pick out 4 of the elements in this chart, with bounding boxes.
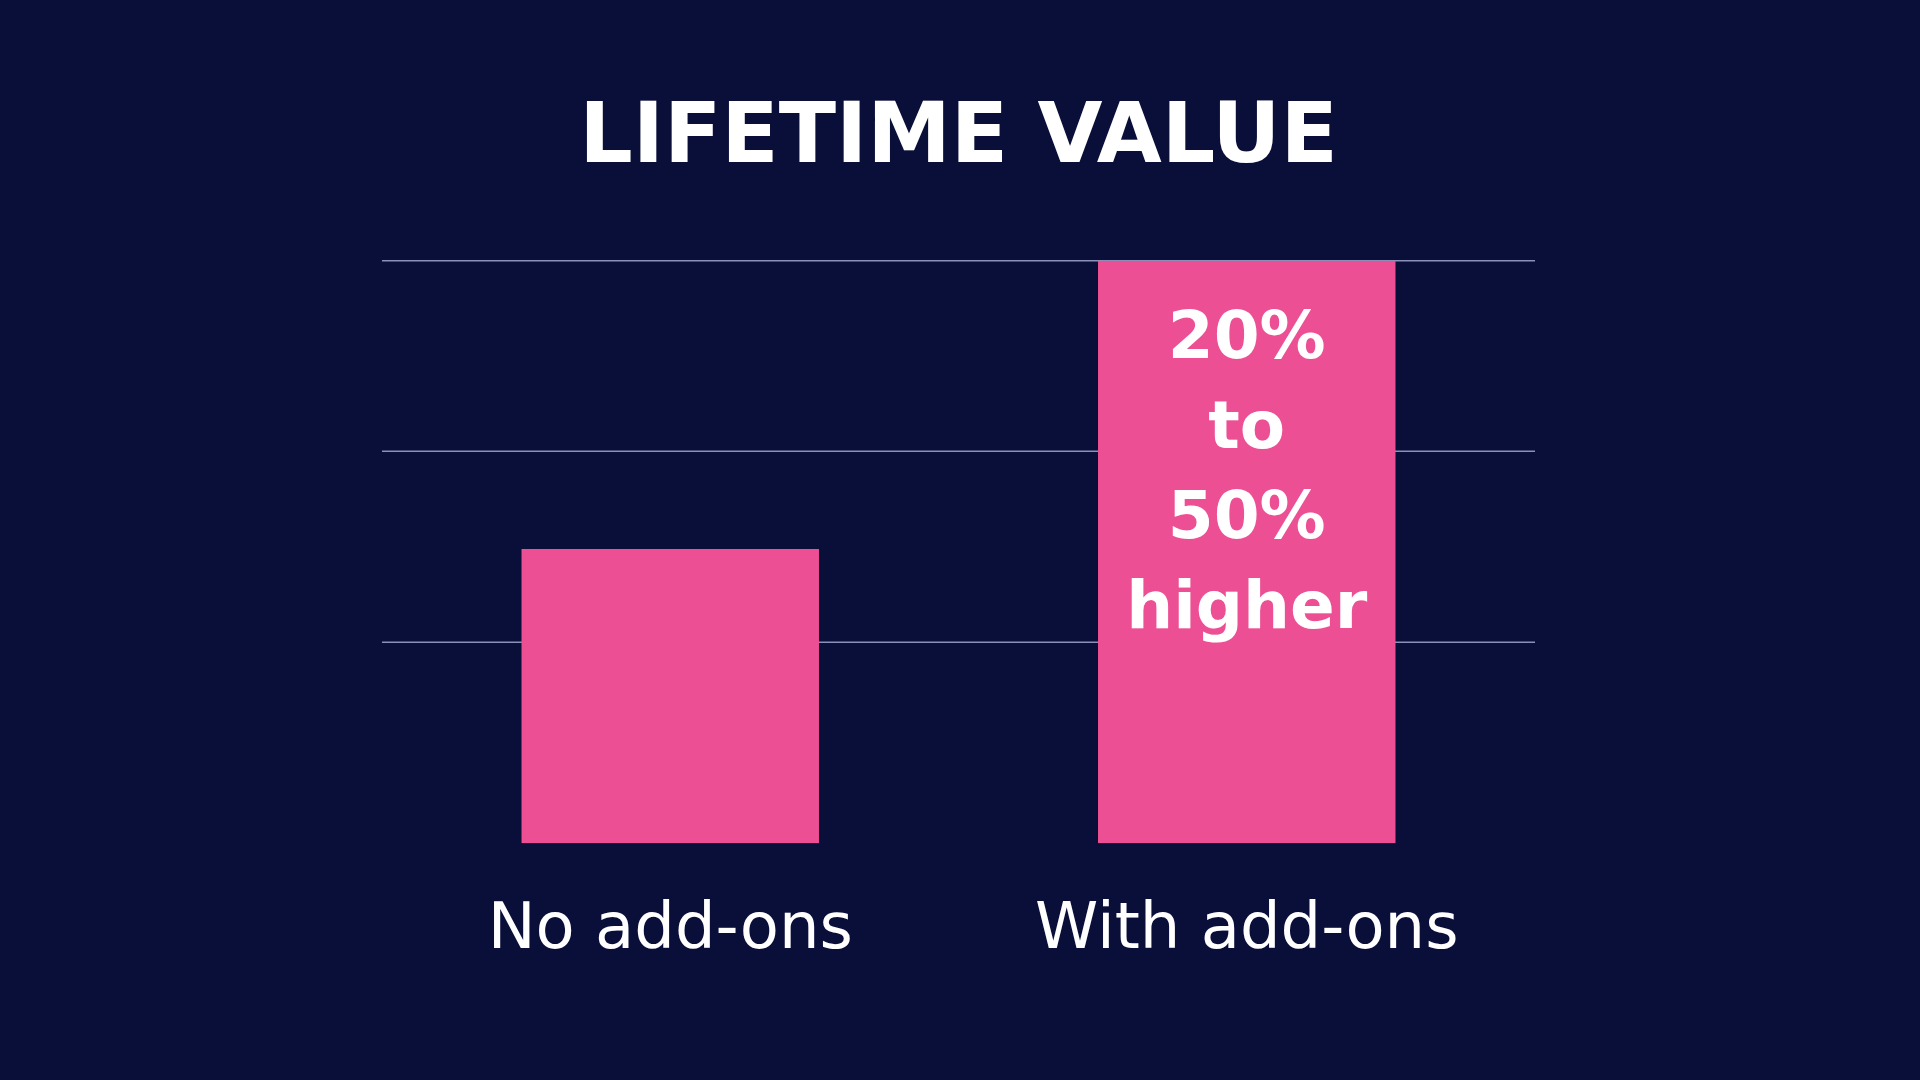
x-tick-label: No add-ons	[487, 889, 853, 964]
chart-title: LIFETIME VALUE	[579, 84, 1338, 183]
x-tick-label: With add-ons	[1035, 889, 1459, 964]
annotation: 20% to 50% higher	[1126, 297, 1368, 645]
